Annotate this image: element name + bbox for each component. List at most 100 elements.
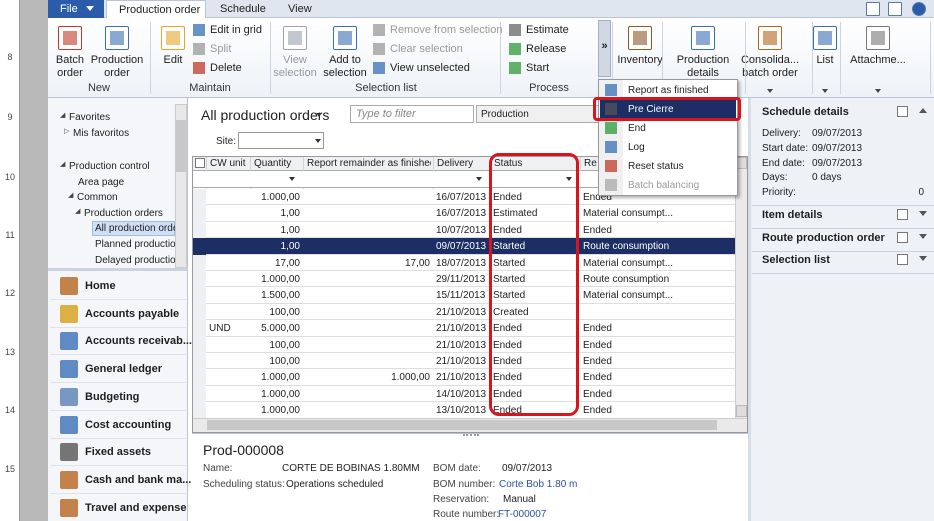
menu-item[interactable]: Pre Cierre (628, 104, 674, 115)
ribbon-tab[interactable]: View (288, 3, 312, 15)
field-value: CORTE DE BOBINAS 1.80MM (282, 463, 420, 474)
menu-item[interactable]: Batch balancing (628, 180, 700, 191)
ribbon-button[interactable]: View unselected (390, 62, 470, 74)
module-button[interactable]: Fixed assets (85, 446, 152, 459)
factbox-collapse[interactable] (919, 108, 927, 113)
tree-item[interactable]: Planned productio. (95, 239, 179, 250)
column-header[interactable]: Report remainder as finished (307, 158, 431, 169)
grid-row[interactable] (193, 320, 735, 337)
file-tab[interactable]: File (48, 0, 104, 18)
site-combo[interactable] (238, 132, 324, 149)
factbox-icon[interactable] (897, 232, 908, 243)
ribbon-small-icon (373, 62, 385, 74)
ribbon-button[interactable]: Production details (676, 54, 730, 79)
module-button[interactable]: Cash and bank ma... (85, 473, 192, 486)
ribbon-tab[interactable]: Production order (106, 0, 206, 19)
ribbon-icon[interactable] (813, 26, 837, 50)
grid-cell: Ended (583, 405, 612, 417)
module-button[interactable]: Accounts receivab... (85, 335, 192, 348)
field-label: Name: (203, 463, 233, 474)
module-button[interactable]: Home (85, 280, 116, 292)
factbox-section[interactable]: Selection list (762, 254, 830, 266)
tree-selection (92, 221, 175, 236)
column-header[interactable]: Status (494, 158, 523, 169)
grid-row[interactable] (193, 336, 735, 353)
ruler-number: 14 (4, 405, 15, 415)
module-separator (50, 409, 186, 411)
module-button[interactable]: Travel and expense (85, 501, 187, 514)
grid-row[interactable] (193, 287, 735, 304)
grid-row[interactable] (193, 303, 735, 321)
tree-item[interactable]: Production orders (84, 208, 163, 219)
menu-item[interactable]: Reset status (628, 161, 684, 172)
factbox-icon[interactable] (897, 254, 908, 265)
ribbon-button[interactable]: Attachme... (850, 54, 906, 66)
v-scroll-down[interactable] (736, 405, 747, 417)
tree-item[interactable]: Delayed productio. (95, 255, 179, 266)
grid-row[interactable] (193, 271, 735, 288)
module-button[interactable]: Accounts payable (85, 307, 180, 320)
grid-row[interactable] (193, 221, 735, 239)
column-header[interactable]: Delivery (437, 158, 474, 169)
tree-item[interactable]: All production order (95, 223, 182, 234)
grid-row[interactable] (193, 254, 735, 271)
ribbon-button[interactable]: Edit (163, 54, 183, 66)
overflow-button[interactable] (598, 20, 611, 77)
window-icon[interactable] (888, 2, 902, 16)
ribbon-icon[interactable] (758, 26, 782, 50)
ribbon-icon[interactable] (691, 26, 715, 50)
grid-cell: 21/10/2013 (436, 372, 487, 384)
module-button[interactable]: Cost accounting (85, 418, 172, 431)
module-button[interactable]: General ledger (85, 363, 163, 376)
ribbon-button[interactable]: Estimate (526, 24, 569, 36)
module-separator (50, 326, 186, 328)
column-header[interactable]: Re (584, 158, 597, 169)
column-header[interactable]: Quantity (254, 158, 292, 169)
ribbon-button[interactable]: Delete (210, 62, 242, 74)
window-icon[interactable] (866, 2, 880, 16)
tree-item[interactable]: Favorites (69, 112, 111, 123)
ribbon-button[interactable]: Edit in grid (210, 24, 262, 36)
grid-row[interactable] (193, 353, 735, 370)
grid-row[interactable] (193, 385, 735, 403)
grid-row[interactable] (193, 205, 735, 222)
factbox-collapse[interactable] (919, 234, 927, 239)
ribbon-button[interactable]: Release (526, 43, 567, 55)
filter-box[interactable] (350, 105, 474, 123)
header-checkbox[interactable] (195, 158, 205, 168)
tree-item[interactable]: Production control (69, 161, 150, 172)
factbox-icon[interactable] (897, 209, 908, 220)
tree-item[interactable]: Area page (78, 177, 125, 188)
factbox-collapse[interactable] (919, 256, 927, 261)
ribbon-button[interactable]: Remove from selection (390, 24, 503, 36)
tree-arrow: ▷ (64, 128, 70, 135)
selected-row[interactable] (193, 238, 735, 255)
column-header[interactable]: CW unit (210, 158, 246, 169)
ribbon-button[interactable]: Add to selection (323, 54, 367, 79)
ribbon-button[interactable]: View selection (273, 54, 317, 79)
tree-item[interactable]: Common (77, 192, 118, 203)
grid-row[interactable] (193, 369, 735, 386)
window-icon[interactable] (912, 2, 926, 16)
module-button[interactable]: Budgeting (85, 390, 140, 403)
factbox-collapse[interactable] (919, 211, 927, 216)
factbox-section[interactable]: Item details (762, 209, 823, 221)
menu-item[interactable]: End (628, 123, 646, 134)
ribbon-button[interactable]: Clear selection (390, 43, 463, 55)
ribbon-tab[interactable]: Schedule (220, 3, 266, 15)
menu-icon (605, 141, 617, 153)
menu-item[interactable]: Report as finished (628, 85, 709, 96)
ribbon-button[interactable]: Start (526, 62, 550, 74)
ribbon-button[interactable]: Batch order (55, 54, 85, 79)
ribbon-button[interactable]: List (816, 54, 834, 66)
ribbon-button[interactable]: Consolida... batch order (740, 54, 800, 79)
ribbon-button[interactable]: Production order (90, 54, 144, 79)
menu-item[interactable]: Log (628, 142, 645, 153)
ribbon-button[interactable]: Split (210, 43, 232, 55)
factbox-section[interactable]: Route production order (762, 232, 885, 244)
row-selector (193, 205, 206, 222)
ribbon-button[interactable]: Inventory (617, 54, 663, 66)
tree-item[interactable]: Mis favoritos (73, 128, 130, 139)
module-icon (60, 387, 78, 406)
factbox-icon[interactable] (897, 106, 908, 117)
